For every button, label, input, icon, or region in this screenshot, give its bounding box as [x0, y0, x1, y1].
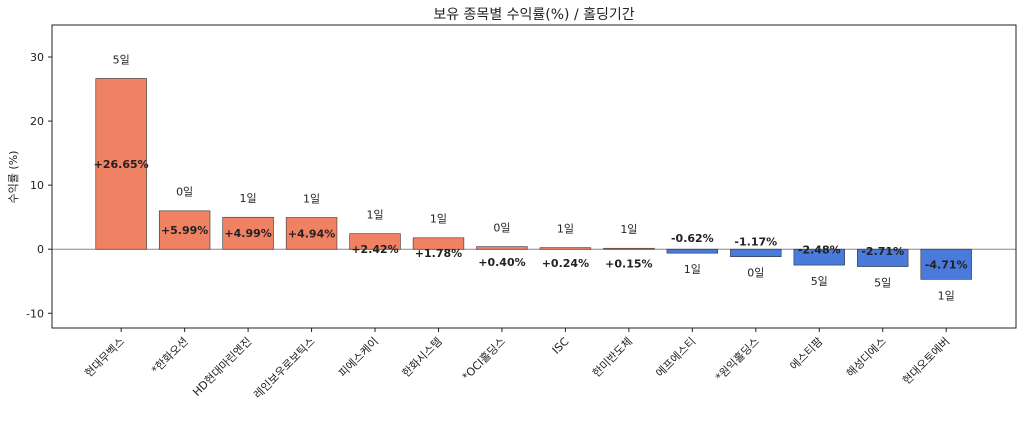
- holding-period-label: 1일: [240, 191, 257, 205]
- x-tick-label: 에스티팜: [788, 335, 826, 373]
- y-axis-label: 수익률 (%): [7, 151, 20, 204]
- value-label: -4.71%: [925, 258, 968, 271]
- holding-period-label: 1일: [366, 207, 383, 221]
- x-tick-label: 피에스케이: [336, 335, 381, 380]
- bar: [857, 248, 909, 267]
- chart-title: 보유 종목별 수익률(%) / 홀딩기간: [433, 7, 634, 23]
- holding-period-label: 0일: [493, 220, 510, 234]
- value-label: +1.78%: [415, 247, 462, 260]
- y-tick-label: 30: [30, 51, 44, 64]
- value-label: +5.99%: [161, 224, 208, 237]
- value-label: -2.71%: [861, 245, 904, 258]
- bar: [666, 248, 719, 254]
- bar: [95, 78, 147, 250]
- x-tick-label: 한미반도체: [590, 335, 635, 380]
- holding-period-label: 1일: [430, 212, 447, 226]
- holding-period-label: 1일: [684, 262, 701, 276]
- bar: [412, 237, 465, 250]
- holding-period-label: 5일: [874, 276, 891, 290]
- x-tick-label: *한화오션: [149, 335, 191, 377]
- bar: [285, 217, 338, 250]
- holding-period-label: 1일: [557, 221, 574, 235]
- x-tick-label: 해성디에스: [843, 334, 889, 380]
- bar: [603, 247, 655, 250]
- plot-frame: [51, 24, 1017, 329]
- x-tick-label: HD현대마린엔진: [190, 335, 254, 399]
- y-tick-label: 10: [30, 179, 44, 192]
- x-tick-label: 레인보우로보틱스: [251, 335, 317, 401]
- value-label: +0.15%: [605, 258, 652, 271]
- x-tick-label: *원익홀딩스: [713, 335, 762, 384]
- value-label: -1.17%: [734, 235, 777, 248]
- x-tick-label: 현대무벡스: [82, 335, 127, 380]
- bar: [476, 246, 528, 250]
- x-tick-label: 한화시스템: [400, 335, 445, 380]
- value-label: +0.24%: [542, 257, 589, 270]
- bar: [158, 210, 211, 250]
- value-label: +2.42%: [351, 243, 398, 256]
- y-tick-label: 20: [30, 115, 44, 128]
- bar: [222, 216, 274, 250]
- holding-period-label: 0일: [747, 266, 764, 280]
- holding-period-label: 0일: [176, 185, 193, 199]
- value-label: +4.94%: [288, 227, 335, 240]
- x-tick-label: ISC: [550, 335, 572, 357]
- bar: [793, 248, 845, 266]
- holding-period-label: 1일: [938, 288, 955, 302]
- bar: [349, 233, 401, 250]
- value-label: -2.48%: [798, 244, 841, 257]
- y-tick-label: 0: [37, 243, 44, 256]
- x-tick-label: 현대오토에버: [900, 335, 952, 387]
- holding-period-label: 5일: [113, 52, 130, 66]
- holding-period-label: 1일: [620, 222, 637, 236]
- bar: [539, 247, 592, 250]
- value-label: +4.99%: [224, 227, 271, 240]
- holding-period-label: 1일: [303, 191, 320, 205]
- value-label: +0.40%: [478, 256, 525, 269]
- bar: [730, 248, 782, 258]
- value-label: +26.65%: [94, 158, 149, 171]
- value-label: -0.62%: [671, 232, 714, 245]
- x-tick-label: 에프에스티: [653, 335, 698, 380]
- x-tick-label: *OCI홀딩스: [460, 335, 508, 383]
- holding-period-label: 5일: [811, 274, 828, 288]
- y-tick-label: -10: [26, 307, 44, 320]
- bar: [920, 248, 972, 280]
